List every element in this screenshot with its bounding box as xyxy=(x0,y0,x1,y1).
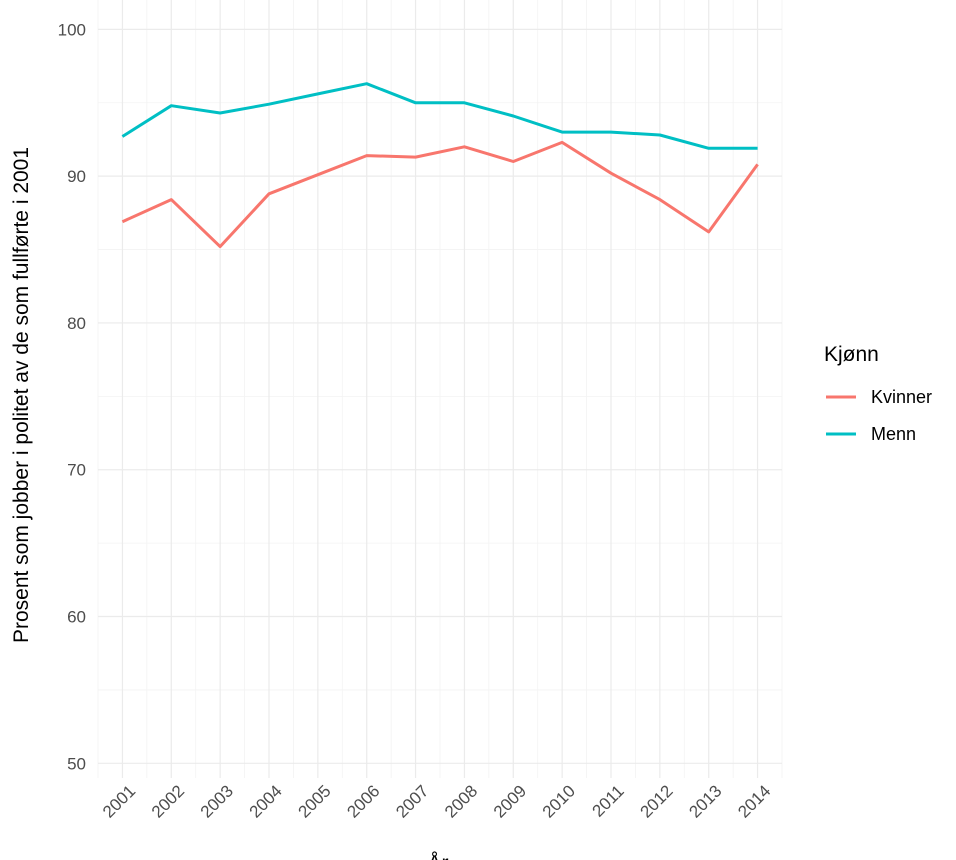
legend-label-kvinner: Kvinner xyxy=(871,387,932,407)
series-line-kvinner xyxy=(121,140,759,249)
legend-items: Kvinner Menn xyxy=(826,387,932,444)
y-axis-tick-labels: 50 60 70 80 90 100 xyxy=(58,20,86,773)
series-lines xyxy=(121,82,759,249)
legend-title: Kjønn xyxy=(824,343,879,366)
legend: Kjønn Kvinner Menn xyxy=(824,343,932,444)
major-gridlines xyxy=(98,0,782,778)
y-tick-label: 90 xyxy=(67,167,86,186)
legend-label-menn: Menn xyxy=(871,424,916,444)
y-tick-label: 50 xyxy=(67,754,86,773)
y-tick-label: 60 xyxy=(67,608,86,627)
y-tick-label: 70 xyxy=(67,461,86,480)
y-tick-label: 100 xyxy=(58,20,86,39)
y-tick-label: 80 xyxy=(67,314,86,333)
minor-gridlines xyxy=(97,0,783,778)
series-line-menn xyxy=(121,82,758,150)
x-axis-title: År xyxy=(428,852,449,860)
y-axis-title: Prosent som jobber i politet av de som f… xyxy=(10,147,33,643)
